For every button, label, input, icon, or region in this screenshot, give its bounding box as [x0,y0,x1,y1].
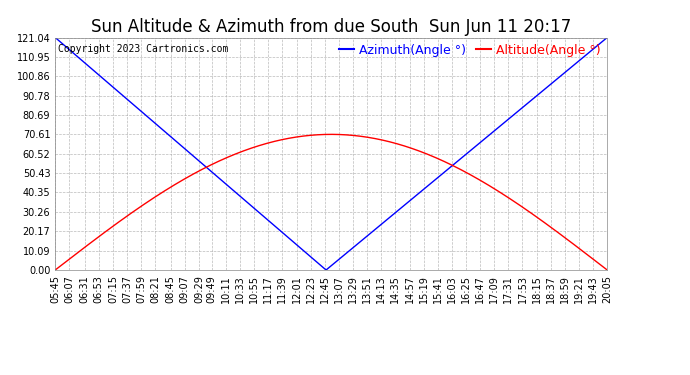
Title: Sun Altitude & Azimuth from due South  Sun Jun 11 20:17: Sun Altitude & Azimuth from due South Su… [91,18,571,36]
Text: Copyright 2023 Cartronics.com: Copyright 2023 Cartronics.com [58,45,228,54]
Legend: Azimuth(Angle °), Altitude(Angle °): Azimuth(Angle °), Altitude(Angle °) [339,44,601,57]
